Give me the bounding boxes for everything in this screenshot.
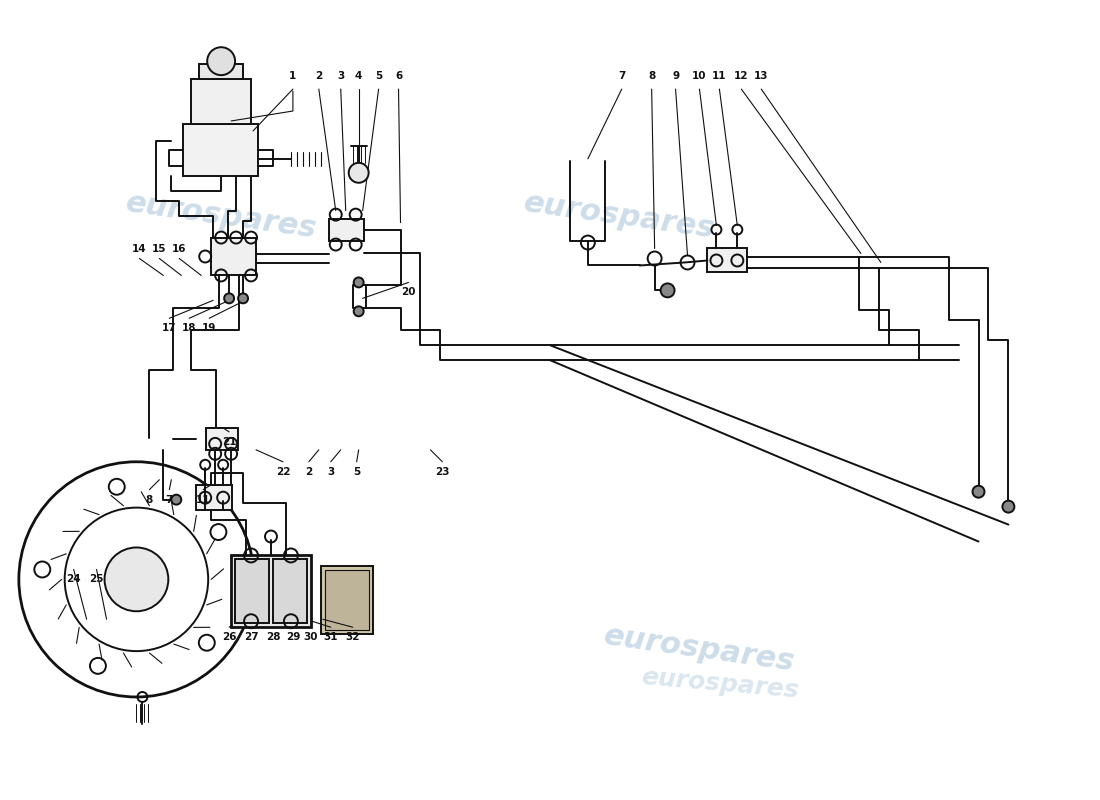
Circle shape (349, 163, 368, 182)
Text: eurospares: eurospares (639, 665, 800, 703)
Bar (231, 555, 311, 627)
Text: 11: 11 (712, 71, 727, 81)
Bar (184, 124, 258, 176)
Bar (196, 485, 232, 510)
Text: 10: 10 (692, 71, 706, 81)
Text: 26: 26 (222, 632, 236, 642)
Text: 16: 16 (172, 243, 187, 254)
Circle shape (207, 47, 235, 75)
Text: 22: 22 (276, 466, 290, 477)
Text: 15: 15 (152, 243, 166, 254)
Text: 13: 13 (754, 71, 769, 81)
Text: 2: 2 (316, 71, 322, 81)
Bar (707, 247, 747, 273)
Circle shape (1002, 501, 1014, 513)
Bar (206, 428, 238, 450)
Text: 11: 11 (196, 494, 210, 505)
Text: eurospares: eurospares (522, 188, 717, 243)
Text: 3: 3 (327, 466, 334, 477)
Text: eurospares: eurospares (602, 622, 796, 677)
Circle shape (354, 278, 364, 287)
Text: 7: 7 (166, 494, 173, 505)
Bar (324, 570, 369, 630)
Text: 7: 7 (618, 71, 626, 81)
Text: 9: 9 (672, 71, 679, 81)
Bar (191, 79, 251, 124)
Circle shape (172, 494, 182, 505)
Text: 30: 30 (304, 632, 318, 642)
Text: 25: 25 (89, 574, 103, 584)
Text: 24: 24 (66, 574, 81, 584)
Text: 20: 20 (402, 287, 416, 298)
Bar (273, 559, 307, 623)
Text: 32: 32 (345, 632, 360, 642)
Text: 12: 12 (734, 71, 749, 81)
Text: 8: 8 (648, 71, 656, 81)
Circle shape (354, 306, 364, 316)
Bar (211, 238, 256, 275)
Circle shape (972, 486, 984, 498)
Text: 5: 5 (375, 71, 382, 81)
Bar (199, 64, 243, 79)
Text: 17: 17 (162, 323, 177, 334)
Circle shape (661, 283, 674, 298)
Text: 4: 4 (355, 71, 362, 81)
Text: 27: 27 (244, 632, 258, 642)
Text: eurospares: eurospares (123, 188, 319, 243)
Text: 6: 6 (395, 71, 403, 81)
Text: 3: 3 (337, 71, 344, 81)
Circle shape (104, 547, 168, 611)
Text: 14: 14 (132, 243, 146, 254)
Text: 2: 2 (305, 466, 312, 477)
Text: 28: 28 (266, 632, 280, 642)
Text: 29: 29 (286, 632, 300, 642)
Text: 5: 5 (353, 466, 361, 477)
Circle shape (224, 294, 234, 303)
Text: 19: 19 (202, 323, 217, 334)
Bar (321, 566, 373, 634)
Bar (235, 559, 270, 623)
Text: 31: 31 (323, 632, 338, 642)
Text: 8: 8 (146, 494, 153, 505)
Text: 23: 23 (436, 466, 450, 477)
Text: 1: 1 (289, 71, 297, 81)
Bar (329, 218, 364, 241)
Circle shape (238, 294, 249, 303)
Text: 18: 18 (182, 323, 197, 334)
Text: 21: 21 (222, 437, 236, 447)
